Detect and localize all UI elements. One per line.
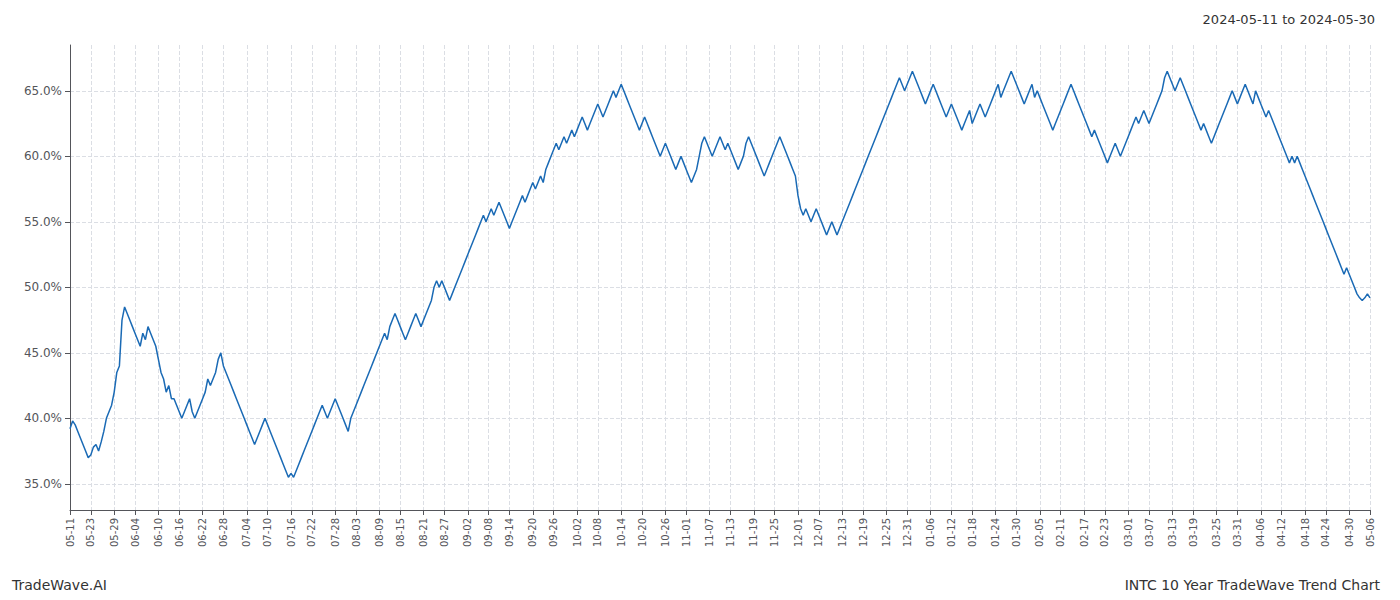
svg-text:04-06: 04-06 [1255, 518, 1266, 547]
svg-text:10-26: 10-26 [660, 518, 671, 547]
svg-text:01-30: 01-30 [1011, 518, 1022, 547]
svg-text:12-31: 12-31 [902, 518, 913, 547]
svg-text:03-07: 03-07 [1144, 518, 1155, 547]
svg-text:08-09: 08-09 [374, 518, 385, 547]
svg-text:01-06: 01-06 [925, 518, 936, 547]
svg-text:03-25: 03-25 [1211, 518, 1222, 547]
svg-text:10-02: 10-02 [572, 518, 583, 547]
svg-text:12-01: 12-01 [793, 518, 804, 547]
svg-text:04-24: 04-24 [1320, 518, 1331, 547]
svg-text:05-11: 05-11 [65, 518, 76, 547]
svg-text:50.0%: 50.0% [24, 280, 62, 294]
svg-text:03-31: 03-31 [1232, 518, 1243, 547]
svg-text:07-28: 07-28 [330, 518, 341, 547]
svg-text:11-25: 11-25 [769, 518, 780, 547]
svg-text:06-04: 06-04 [130, 518, 141, 547]
svg-text:03-19: 03-19 [1188, 518, 1199, 547]
svg-text:2024-05-11 to 2024-05-30: 2024-05-11 to 2024-05-30 [1203, 12, 1375, 27]
svg-text:04-30: 04-30 [1344, 518, 1355, 547]
svg-text:02-23: 02-23 [1099, 518, 1110, 547]
svg-text:01-24: 01-24 [990, 518, 1001, 547]
svg-text:07-04: 07-04 [241, 518, 252, 547]
svg-text:02-11: 02-11 [1055, 518, 1066, 547]
svg-text:05-06: 05-06 [1365, 518, 1376, 547]
svg-text:09-14: 09-14 [504, 518, 515, 547]
svg-text:40.0%: 40.0% [24, 411, 62, 425]
svg-text:01-12: 01-12 [946, 518, 957, 547]
svg-text:06-10: 06-10 [153, 518, 164, 547]
svg-text:11-19: 11-19 [748, 518, 759, 547]
svg-text:09-02: 09-02 [462, 518, 473, 547]
svg-text:12-25: 12-25 [881, 518, 892, 547]
svg-text:02-05: 02-05 [1034, 518, 1045, 547]
svg-text:10-14: 10-14 [616, 518, 627, 547]
svg-text:02-17: 02-17 [1079, 518, 1090, 547]
svg-text:12-13: 12-13 [837, 518, 848, 547]
svg-text:45.0%: 45.0% [24, 346, 62, 360]
svg-text:05-29: 05-29 [109, 518, 120, 547]
svg-text:09-20: 09-20 [527, 518, 538, 547]
svg-text:10-20: 10-20 [637, 518, 648, 547]
svg-text:04-18: 04-18 [1300, 518, 1311, 547]
svg-text:09-08: 09-08 [483, 518, 494, 547]
svg-text:11-13: 11-13 [725, 518, 736, 547]
svg-text:04-12: 04-12 [1276, 518, 1287, 547]
svg-text:08-27: 08-27 [439, 518, 450, 547]
svg-text:01-18: 01-18 [967, 518, 978, 547]
svg-text:07-16: 07-16 [286, 518, 297, 547]
svg-text:06-16: 06-16 [174, 518, 185, 547]
svg-text:07-22: 07-22 [306, 518, 317, 547]
svg-text:65.0%: 65.0% [24, 84, 62, 98]
svg-text:12-07: 12-07 [813, 518, 824, 547]
svg-text:03-01: 03-01 [1123, 518, 1134, 547]
svg-text:12-19: 12-19 [858, 518, 869, 547]
svg-text:08-15: 08-15 [395, 518, 406, 547]
svg-text:11-01: 11-01 [681, 518, 692, 547]
svg-text:INTC 10 Year TradeWave Trend C: INTC 10 Year TradeWave Trend Chart [1125, 577, 1381, 593]
svg-text:08-03: 08-03 [351, 518, 362, 547]
svg-text:07-10: 07-10 [262, 518, 273, 547]
svg-text:60.0%: 60.0% [24, 149, 62, 163]
svg-text:08-21: 08-21 [418, 518, 429, 547]
svg-text:06-28: 06-28 [218, 518, 229, 547]
svg-text:06-22: 06-22 [197, 518, 208, 547]
svg-text:03-13: 03-13 [1167, 518, 1178, 547]
svg-text:09-26: 09-26 [548, 518, 559, 547]
svg-text:11-07: 11-07 [704, 518, 715, 547]
svg-text:10-08: 10-08 [592, 518, 603, 547]
svg-text:05-23: 05-23 [85, 518, 96, 547]
svg-text:35.0%: 35.0% [24, 477, 62, 491]
svg-text:55.0%: 55.0% [24, 215, 62, 229]
svg-text:TradeWave.AI: TradeWave.AI [11, 577, 107, 593]
